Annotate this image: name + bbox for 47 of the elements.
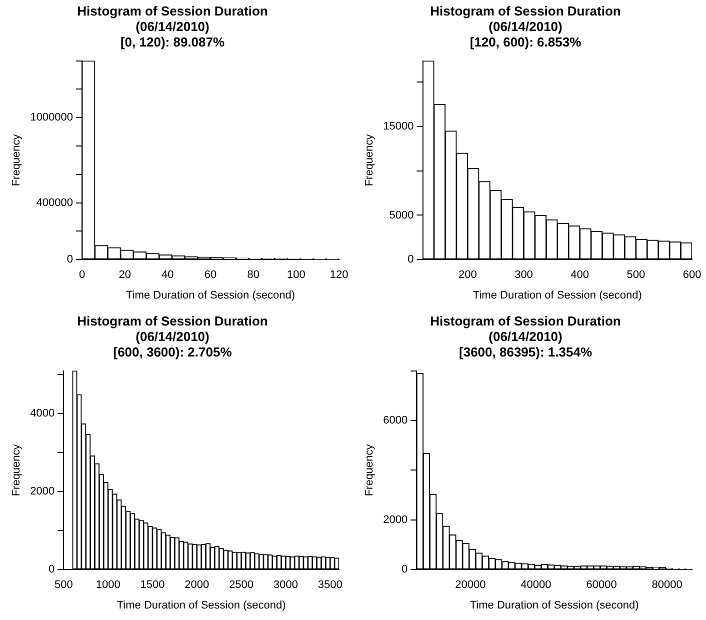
x-tick-label: 120 bbox=[330, 269, 348, 282]
x-tick-label: 40000 bbox=[520, 579, 552, 592]
x-tick-label: 40 bbox=[162, 269, 174, 282]
x-tick-label: 3000 bbox=[273, 579, 298, 592]
x-tick-label: 60000 bbox=[586, 579, 617, 592]
y-tick-label: 0 bbox=[48, 564, 55, 576]
x-tick-label: 100 bbox=[286, 269, 306, 282]
x-tick-label: 500 bbox=[54, 579, 73, 592]
x-tick-label: 2500 bbox=[229, 579, 254, 592]
chart-title: Histogram of Session Duration (06/14/2010) [120, 600): 6.853% bbox=[430, 3, 621, 50]
x-tick-label: 200 bbox=[458, 269, 477, 282]
x-tick-label: 80000 bbox=[652, 579, 682, 592]
x-axis-title: Time Duration of Session (second) bbox=[470, 599, 639, 612]
y-tick-label: 1000000 bbox=[30, 112, 74, 124]
x-tick-label: 500 bbox=[626, 269, 646, 282]
y-tick-label: 0 bbox=[66, 254, 74, 266]
x-tick-label: 3500 bbox=[318, 579, 342, 592]
x-axis-title: Time Duration of Session (second) bbox=[472, 289, 642, 302]
y-tick-label: 0 bbox=[408, 254, 414, 266]
y-tick-label: 4000 bbox=[30, 408, 55, 420]
y-tick-label: 2000 bbox=[30, 486, 55, 498]
chart-title: Histogram of Session Duration (06/14/2010) [0, 120): 89.087% bbox=[77, 3, 268, 50]
x-axis-title: Time Duration of Session (second) bbox=[126, 289, 295, 302]
x-axis-title: Time Duration of Session (second) bbox=[116, 599, 286, 612]
x-tick-label: 1500 bbox=[140, 579, 165, 592]
y-axis-title: Frequency bbox=[10, 444, 23, 496]
y-tick-label: 2000 bbox=[383, 514, 408, 526]
chart-title: Histogram of Session Duration (06/14/2010) [3600, 86395): 1.354% bbox=[430, 313, 621, 360]
x-tick-label: 300 bbox=[514, 269, 533, 282]
y-tick-label: 0 bbox=[402, 564, 408, 576]
y-tick-label: 5000 bbox=[389, 209, 414, 222]
x-tick-label: 80 bbox=[247, 269, 260, 282]
x-tick-label: 2000 bbox=[184, 579, 210, 592]
x-tick-label: 0 bbox=[78, 269, 86, 282]
y-tick-label: 400000 bbox=[36, 196, 74, 209]
x-tick-label: 20 bbox=[118, 269, 131, 282]
x-tick-label: 60 bbox=[204, 269, 217, 282]
chart-title: Histogram of Session Duration (06/14/2010) [600, 3600): 2.705% bbox=[77, 313, 268, 360]
x-tick-label: 600 bbox=[682, 269, 702, 282]
y-axis-title: Frequency bbox=[364, 444, 376, 496]
x-tick-label: 1000 bbox=[96, 579, 120, 592]
x-tick-label: 400 bbox=[570, 269, 590, 282]
y-axis-title: Frequency bbox=[10, 134, 23, 186]
y-tick-label: 15000 bbox=[383, 120, 414, 133]
y-axis-title: Frequency bbox=[364, 134, 376, 186]
x-tick-label: 20000 bbox=[455, 579, 486, 592]
y-tick-label: 6000 bbox=[383, 414, 408, 427]
